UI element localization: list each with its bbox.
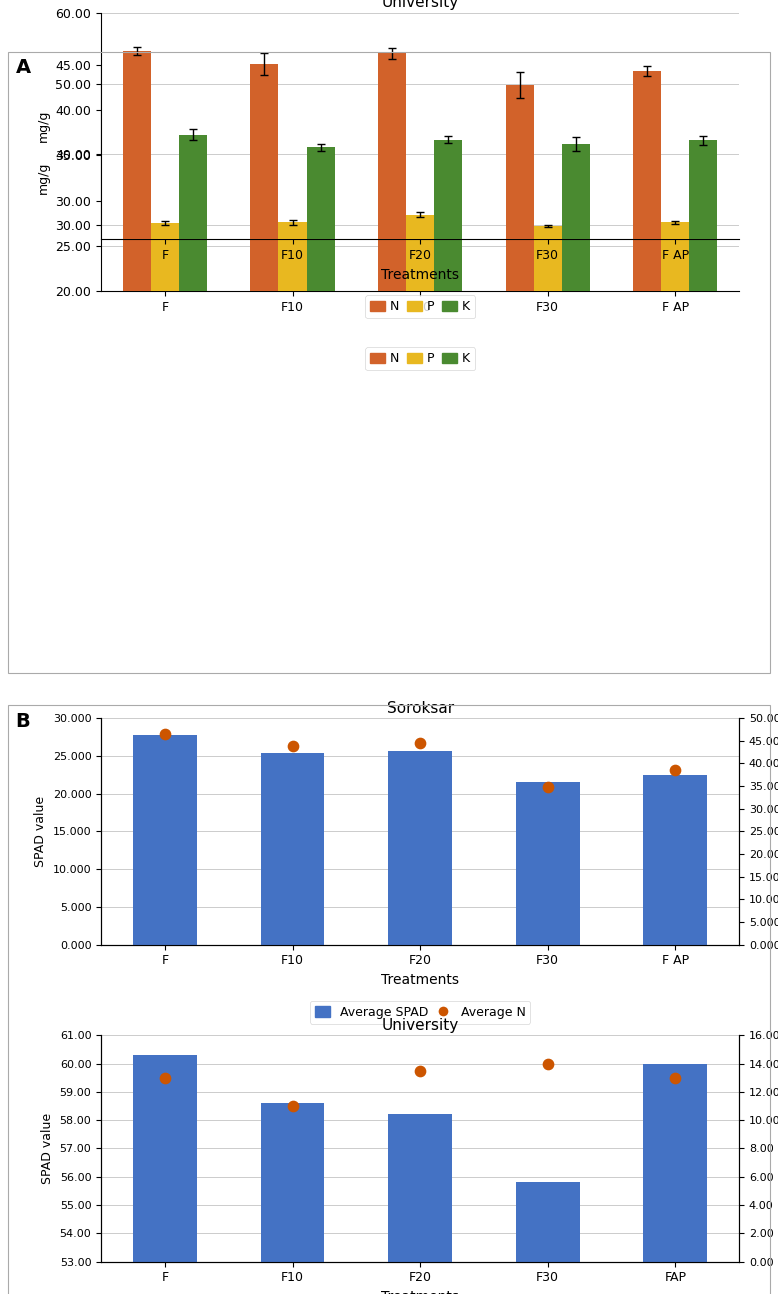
Bar <box>434 140 462 437</box>
Point <box>286 736 299 757</box>
Bar <box>251 63 279 437</box>
X-axis label: Treatments: Treatments <box>381 1290 459 1294</box>
Title: Soroksar: Soroksar <box>387 700 454 716</box>
Bar <box>261 753 324 945</box>
Bar <box>406 217 434 472</box>
Bar <box>378 137 406 472</box>
Bar <box>151 223 179 437</box>
Text: B: B <box>16 712 30 731</box>
Point <box>159 1068 171 1088</box>
Title: University: University <box>381 0 459 10</box>
Bar <box>643 1064 707 1294</box>
Bar <box>251 136 279 472</box>
Title: Soroksar: Soroksar <box>387 47 454 62</box>
Bar <box>689 140 717 437</box>
Bar <box>406 215 434 437</box>
Bar <box>179 135 207 437</box>
Bar <box>506 85 534 437</box>
Point <box>414 732 426 753</box>
Text: A: A <box>16 58 30 78</box>
X-axis label: Treatments: Treatments <box>381 268 459 282</box>
Bar <box>123 123 151 472</box>
Bar <box>307 192 335 472</box>
Bar <box>388 752 452 945</box>
Legend: N, P, K: N, P, K <box>365 295 475 318</box>
Bar <box>279 216 307 472</box>
Bar <box>378 53 406 437</box>
Bar <box>133 1055 197 1294</box>
Bar <box>562 202 590 472</box>
Bar <box>151 228 179 472</box>
Bar <box>133 735 197 945</box>
Bar <box>661 197 689 472</box>
Y-axis label: SPAD value: SPAD value <box>41 1113 54 1184</box>
Point <box>669 760 682 780</box>
Bar <box>179 181 207 472</box>
Bar <box>261 1104 324 1294</box>
Bar <box>388 1114 452 1294</box>
Bar <box>562 144 590 437</box>
Y-axis label: SPAD value: SPAD value <box>34 796 47 867</box>
Bar <box>279 223 307 437</box>
Bar <box>516 1183 580 1294</box>
Bar <box>534 211 562 472</box>
Bar <box>434 190 462 472</box>
Bar <box>633 71 661 437</box>
X-axis label: Treatments: Treatments <box>381 973 459 987</box>
Legend: Average SPAD, Average N: Average SPAD, Average N <box>310 1000 531 1024</box>
Point <box>541 776 554 797</box>
Bar <box>633 145 661 472</box>
Y-axis label: mg/g: mg/g <box>37 110 50 142</box>
Bar <box>506 154 534 472</box>
Point <box>159 723 171 744</box>
Bar <box>643 775 707 945</box>
Bar <box>123 52 151 437</box>
Point <box>414 1060 426 1080</box>
Title: University: University <box>381 1017 459 1033</box>
Bar <box>307 148 335 437</box>
Bar <box>689 166 717 472</box>
Bar <box>661 223 689 437</box>
Point <box>286 1096 299 1117</box>
Point <box>541 1053 554 1074</box>
Bar <box>516 782 580 945</box>
Legend: N, P, K: N, P, K <box>365 347 475 370</box>
Bar <box>534 226 562 437</box>
Point <box>669 1068 682 1088</box>
Y-axis label: mg/g: mg/g <box>37 162 50 194</box>
